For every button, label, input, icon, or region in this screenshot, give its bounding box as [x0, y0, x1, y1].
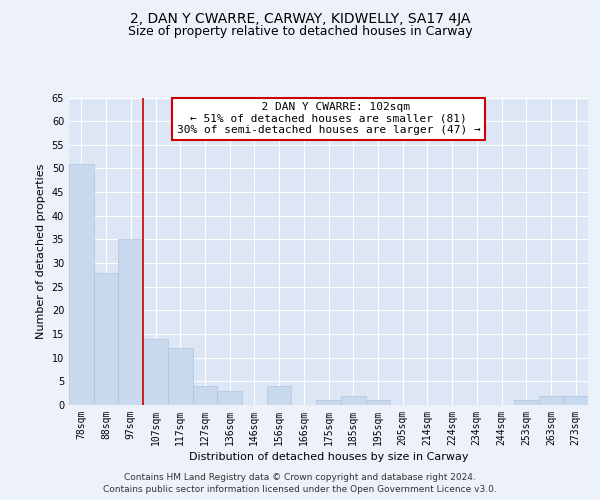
Text: Contains public sector information licensed under the Open Government Licence v3: Contains public sector information licen… — [103, 485, 497, 494]
Bar — [94, 272, 118, 405]
Bar — [514, 400, 539, 405]
Bar — [365, 400, 390, 405]
Text: Contains HM Land Registry data © Crown copyright and database right 2024.: Contains HM Land Registry data © Crown c… — [124, 472, 476, 482]
Bar — [539, 396, 563, 405]
Text: 2, DAN Y CWARRE, CARWAY, KIDWELLY, SA17 4JA: 2, DAN Y CWARRE, CARWAY, KIDWELLY, SA17 … — [130, 12, 470, 26]
Bar — [193, 386, 217, 405]
Bar — [118, 240, 143, 405]
Y-axis label: Number of detached properties: Number of detached properties — [36, 164, 46, 339]
Text: Size of property relative to detached houses in Carway: Size of property relative to detached ho… — [128, 25, 472, 38]
Bar — [69, 164, 94, 405]
Bar — [217, 391, 242, 405]
Bar — [316, 400, 341, 405]
Text: 2 DAN Y CWARRE: 102sqm
← 51% of detached houses are smaller (81)
30% of semi-det: 2 DAN Y CWARRE: 102sqm ← 51% of detached… — [176, 102, 481, 136]
X-axis label: Distribution of detached houses by size in Carway: Distribution of detached houses by size … — [189, 452, 468, 462]
Bar — [563, 396, 588, 405]
Bar — [168, 348, 193, 405]
Bar — [341, 396, 365, 405]
Bar — [143, 339, 168, 405]
Bar — [267, 386, 292, 405]
